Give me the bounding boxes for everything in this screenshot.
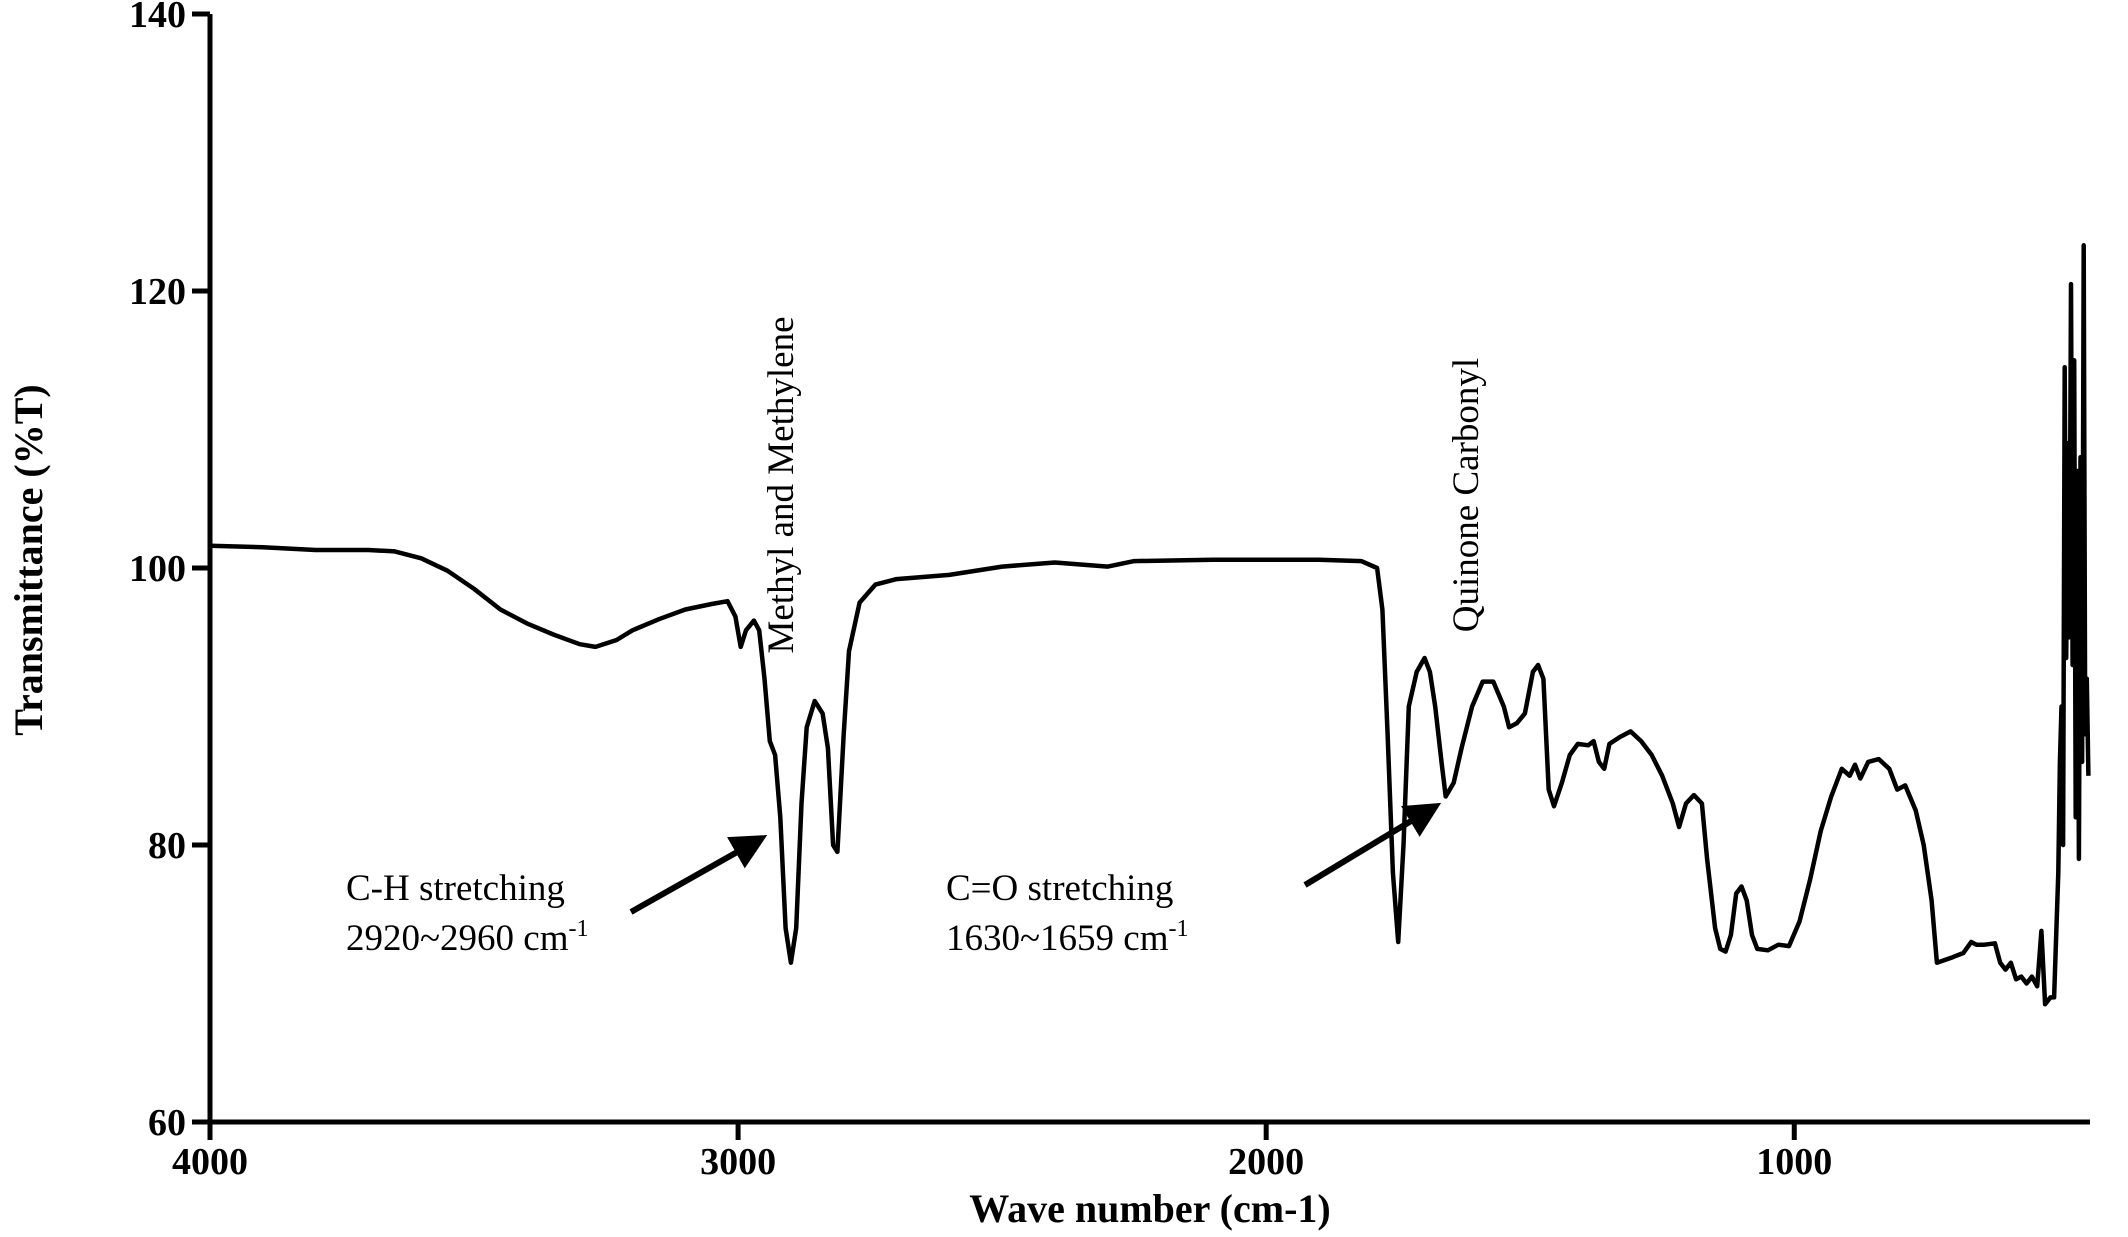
y-tick-label: 140	[129, 0, 186, 36]
annotation: Methyl and Methylene	[761, 316, 802, 653]
y-tick-label: 60	[148, 1102, 186, 1144]
arrow	[629, 835, 768, 915]
arrow	[1303, 802, 1442, 888]
annotation-text: 1630~1659 cm	[946, 918, 1169, 959]
x-tick-label: 4000	[172, 1141, 248, 1183]
y-tick-label: 100	[129, 548, 186, 590]
annotation: Quinone Carbonyl	[1446, 358, 1487, 632]
plot-area: 60 80 100 120 140 4000 3000 2000 1000	[129, 0, 2091, 1183]
x-tick-label: 2000	[1228, 1141, 1304, 1183]
y-axis-title: Transmittance (%T)	[6, 384, 51, 735]
annotation: C-H stretching	[346, 868, 565, 909]
x-axis-title: Wave number (cm-1)	[969, 1186, 1330, 1231]
annotation: C=O stretching	[946, 868, 1173, 909]
x-tick-label: 1000	[1756, 1141, 1832, 1183]
y-tick-label: 80	[148, 825, 186, 867]
spectrum-line	[209, 243, 2091, 1007]
annotation-text: 2920~2960 cm	[346, 918, 569, 959]
annotation: 1630~1659 cm-1	[946, 916, 1188, 959]
annotation: 2920~2960 cm-1	[346, 916, 588, 959]
annotation-superscript: -1	[1168, 916, 1188, 942]
x-tick-label: 3000	[700, 1141, 776, 1183]
y-tick-label: 120	[129, 271, 186, 313]
annotation-superscript: -1	[568, 916, 588, 942]
